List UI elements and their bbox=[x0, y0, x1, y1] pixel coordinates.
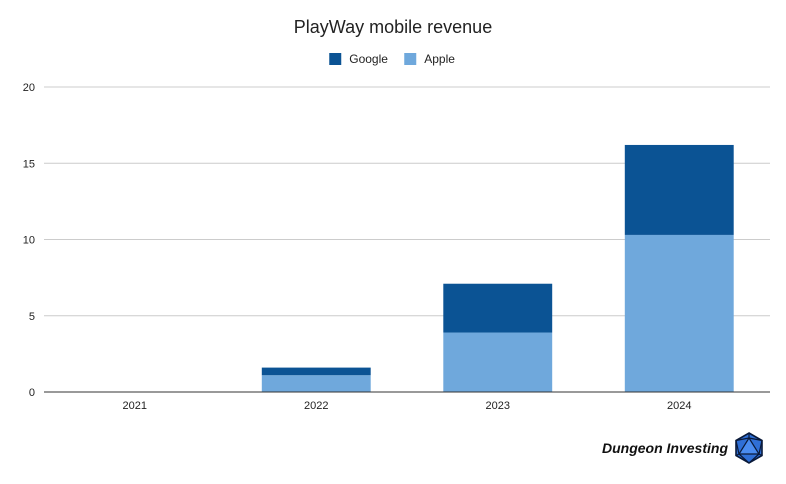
bar-google-2022 bbox=[261, 367, 371, 376]
y-axis: 0 5 10 15 20 bbox=[23, 82, 35, 399]
x-tick-label: 2023 bbox=[486, 400, 510, 412]
bar-apple-2022 bbox=[261, 375, 371, 392]
legend-swatch-apple bbox=[404, 53, 417, 65]
legend-item-google: Google bbox=[329, 52, 388, 66]
x-tick-label: 2022 bbox=[304, 400, 328, 412]
y-tick-label: 15 bbox=[23, 158, 35, 170]
bar-apple-2024 bbox=[624, 234, 734, 392]
legend: Google Apple bbox=[329, 52, 455, 66]
bar-google-2024 bbox=[624, 144, 734, 235]
y-tick-label: 20 bbox=[23, 82, 35, 94]
y-tick-label: 0 bbox=[29, 387, 35, 399]
d20-dice-icon bbox=[735, 432, 763, 464]
bar-google-2023 bbox=[443, 283, 553, 333]
bar-apple-2023 bbox=[443, 332, 553, 392]
legend-label: Apple bbox=[424, 52, 455, 66]
y-tick-label: 10 bbox=[23, 235, 35, 247]
legend-item-apple: Apple bbox=[404, 52, 455, 66]
bars bbox=[261, 144, 734, 392]
brand-name: Dungeon Investing bbox=[602, 440, 728, 456]
x-axis: 2021 2022 2023 2024 bbox=[44, 391, 770, 412]
x-tick-label: 2021 bbox=[123, 400, 147, 412]
chart-title: PlayWay mobile revenue bbox=[294, 17, 492, 37]
branding: Dungeon Investing bbox=[602, 432, 764, 464]
x-tick-label: 2024 bbox=[667, 400, 691, 412]
y-tick-label: 5 bbox=[29, 311, 35, 323]
legend-label: Google bbox=[349, 52, 388, 66]
legend-swatch-google bbox=[329, 53, 342, 65]
